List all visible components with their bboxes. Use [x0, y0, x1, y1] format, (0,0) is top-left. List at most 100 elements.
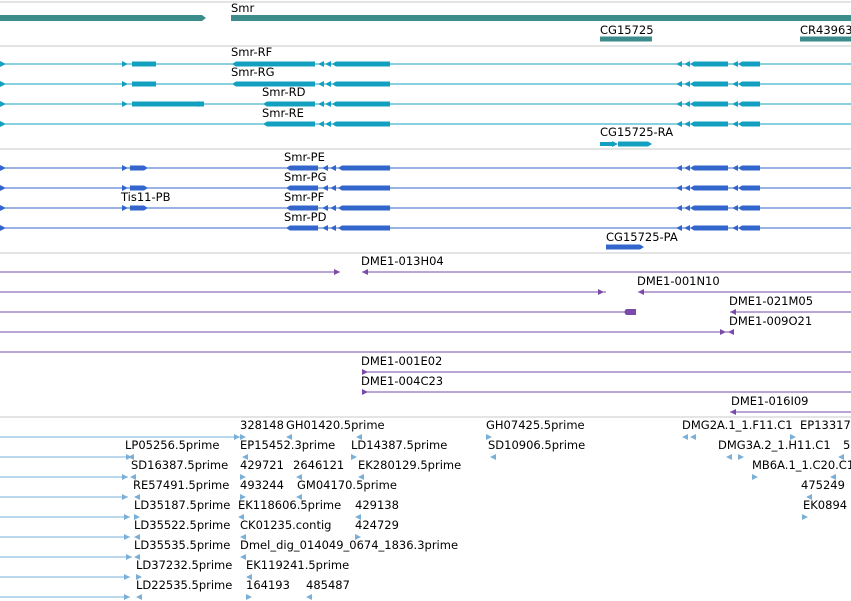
feature-label[interactable]: EK0894	[803, 498, 847, 512]
exon-arrow-left[interactable]	[338, 205, 390, 211]
exon-arrow-right[interactable]	[130, 165, 148, 171]
gene-smr-bar[interactable]	[231, 15, 851, 21]
exon-arrow-left[interactable]	[338, 225, 390, 231]
feature-label[interactable]: Smr-RD	[262, 85, 306, 99]
exon-arrow-left[interactable]	[690, 61, 728, 67]
exon-arrow-left[interactable]	[332, 101, 390, 107]
feature-label[interactable]: 328148	[240, 418, 284, 432]
feature-label[interactable]: LD14387.5prime	[351, 438, 447, 452]
feature-label[interactable]: EK118606.5prime	[238, 498, 341, 512]
polypeptide-cg15725-pa[interactable]	[606, 244, 644, 250]
exon-arrow-left[interactable]	[332, 61, 390, 67]
exon-block[interactable]	[600, 142, 612, 146]
exon-arrow-left[interactable]	[738, 101, 760, 107]
feature-label[interactable]: LD37232.5prime	[136, 558, 232, 572]
feature-label[interactable]: DME1-013H04	[361, 254, 444, 268]
exon-arrow-left[interactable]	[338, 165, 390, 171]
feature-label[interactable]: 485487	[306, 578, 350, 592]
feature-label[interactable]: EP13317	[800, 418, 851, 432]
feature-label[interactable]: Smr-RG	[231, 65, 275, 79]
feature-label[interactable]: Smr	[231, 1, 255, 15]
feature-label[interactable]: CK01235.contig	[240, 518, 331, 532]
exon-block[interactable]	[132, 101, 204, 107]
feature-label[interactable]: DME1-009O21	[729, 314, 812, 328]
exon-arrow-left[interactable]	[332, 121, 390, 127]
exon-arrow-left[interactable]	[690, 121, 728, 127]
feature-label[interactable]: CG15725-RA	[600, 125, 673, 139]
exon-arrow-left[interactable]	[263, 101, 315, 107]
feature-label[interactable]: CR43963	[800, 23, 851, 37]
exon-arrow-right[interactable]	[130, 185, 148, 191]
feature-label[interactable]: DME1-016I09	[731, 394, 809, 408]
exon-arrow-left[interactable]	[738, 165, 760, 171]
exon-arrow-left[interactable]	[738, 81, 760, 87]
feature-label[interactable]: 5	[843, 438, 850, 452]
feature-label[interactable]: GH01420.5prime	[286, 418, 385, 432]
feature-label[interactable]: GH07425.5prime	[486, 418, 585, 432]
feature-label[interactable]: LP05256.5prime	[125, 438, 219, 452]
exon-arrow-left[interactable]	[738, 185, 760, 191]
feature-label[interactable]: DME1-001N10	[637, 274, 720, 288]
feature-label[interactable]: 429721	[240, 458, 284, 472]
feature-label[interactable]: DME1-001E02	[361, 354, 442, 368]
feature-label[interactable]: SD16387.5prime	[131, 458, 228, 472]
exon-arrow-left[interactable]	[332, 81, 390, 87]
feature-label[interactable]: LD35522.5prime	[134, 518, 230, 532]
feature-label[interactable]: RE57491.5prime	[133, 478, 229, 492]
feature-label[interactable]: Smr-PD	[284, 210, 327, 224]
feature-label[interactable]: 164193	[246, 578, 290, 592]
feature-label[interactable]: Tis11-PB	[120, 190, 171, 204]
feature-label[interactable]: DME1-004C23	[361, 374, 443, 388]
feature-label[interactable]: DMG3A.2_1.H11.C1	[718, 438, 831, 452]
feature-label[interactable]: Smr-PG	[284, 170, 327, 184]
feature-label[interactable]: LD22535.5prime	[136, 578, 232, 592]
exon-block[interactable]	[132, 81, 156, 87]
exon-arrow-left[interactable]	[690, 205, 728, 211]
feature-label[interactable]: 424729	[355, 518, 399, 532]
exon-arrow-left[interactable]	[690, 101, 728, 107]
exon-arrow-left[interactable]	[232, 61, 315, 67]
feature-label[interactable]: DMG2A.1_1.F11.C1	[682, 418, 793, 432]
feature-label[interactable]: CG15725-PA	[606, 230, 678, 244]
exon-arrow-left[interactable]	[232, 81, 315, 87]
exon-arrow-left[interactable]	[738, 61, 760, 67]
feature-label[interactable]: SD10906.5prime	[488, 438, 585, 452]
exon-arrow-left[interactable]	[263, 121, 315, 127]
exon-arrow-left[interactable]	[690, 165, 728, 171]
exon-arrow-right[interactable]	[618, 141, 652, 147]
exon-arrow-left[interactable]	[286, 205, 318, 211]
feature-label[interactable]: 429138	[355, 498, 399, 512]
exon-arrow-left[interactable]	[690, 185, 728, 191]
feature-label[interactable]: EK280129.5prime	[358, 458, 461, 472]
feature-label[interactable]: Smr-PE	[284, 150, 325, 164]
feature-label[interactable]: 475249	[801, 478, 845, 492]
feature-label[interactable]: LD35535.5prime	[134, 538, 230, 552]
cdna-clone-track[interactable]: DME1-013H04 DME1-001N10 DME1-021M05 DME1-00…	[0, 254, 851, 415]
feature-label[interactable]: GM04170.5prime	[297, 478, 397, 492]
feature-label[interactable]: Smr-RE	[262, 106, 304, 120]
polypeptide-track[interactable]: Smr-PE Smr-PG Tis11-PB Smr-PF Smr-PD CG15725-…	[0, 150, 851, 250]
gene-track[interactable]: Smr CG15725 CR43963	[0, 1, 851, 42]
feature-label[interactable]: CG15725	[600, 23, 654, 37]
gene-smr-left-arrow[interactable]	[0, 15, 206, 21]
exon-arrow-left[interactable]	[690, 81, 728, 87]
gene-cg15725-bar[interactable]	[600, 36, 652, 42]
exon-arrow-left[interactable]	[286, 225, 318, 231]
exon-arrow-left[interactable]	[738, 121, 760, 127]
feature-label[interactable]: LD35187.5prime	[134, 498, 230, 512]
exon-block[interactable]	[132, 61, 156, 67]
feature-label[interactable]: EP15452.3prime	[240, 438, 335, 452]
clone-marker[interactable]	[624, 309, 636, 315]
feature-label[interactable]: Dmel_dig_014049_0674_1836.3prime	[240, 538, 458, 552]
exon-arrow-left[interactable]	[690, 225, 728, 231]
exon-arrow-left[interactable]	[338, 185, 390, 191]
feature-label[interactable]: Smr-RF	[231, 45, 272, 59]
exon-arrow-right[interactable]	[130, 205, 148, 211]
exon-arrow-left[interactable]	[286, 185, 318, 191]
feature-label[interactable]: 493244	[240, 478, 284, 492]
gene-cr43963-bar[interactable]	[800, 36, 851, 42]
transcript-track[interactable]: Smr-RF Smr-RG Smr-RD Smr-RE CG15725-RA	[0, 45, 851, 147]
feature-label[interactable]: 2646121	[293, 458, 344, 472]
exon-arrow-left[interactable]	[286, 165, 318, 171]
